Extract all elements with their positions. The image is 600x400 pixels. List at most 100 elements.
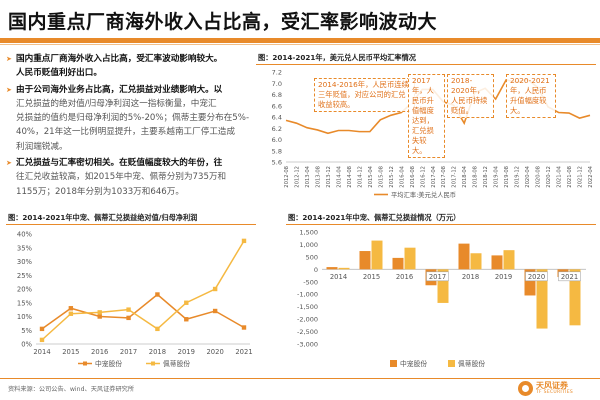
x-tick-box (525, 271, 548, 282)
fx-chart-title: 图：2014-2021年，美元兑人民币平均汇率情况 (258, 53, 416, 62)
ratio-chart-rule (6, 224, 256, 225)
x-tick-label: 2021 (561, 273, 578, 281)
bar (524, 269, 536, 296)
y-tick-label: -1,000 (297, 291, 318, 299)
annotation-2014-2016: 2014-2016年，人民币连续三年贬值，对应公司的汇兑收益较高。 (314, 78, 415, 112)
x-tick-label: 2014-04 (336, 165, 342, 187)
bar (491, 255, 503, 270)
y-tick-label: 35% (17, 244, 33, 252)
bar (404, 247, 416, 270)
bar (359, 251, 371, 270)
series-point (184, 300, 189, 305)
x-tick-label: 2021-04 (557, 165, 563, 187)
x-tick-label: 2019-08 (504, 166, 510, 188)
x-tick-label: 2015 (62, 348, 79, 356)
bar (470, 253, 482, 270)
y-tick-label: 10% (17, 313, 33, 321)
y-tick-label: -2,000 (297, 316, 318, 324)
y-tick-label: 1,000 (299, 241, 318, 249)
series-point (126, 307, 131, 312)
y-tick-label: 6.8 (272, 91, 282, 99)
x-tick-label: 2018-04 (462, 165, 468, 187)
bullet-line: 40%，21年这一比例明显提升，主要系越南工厂停工造成 (16, 127, 236, 138)
x-tick-label: 2012-08 (284, 166, 290, 188)
series-point (126, 315, 131, 321)
y-tick-label: 25% (17, 272, 33, 280)
logo-icon (518, 381, 533, 396)
logo-text-en: TF SECURITIES (536, 390, 574, 395)
y-tick-label: 30% (17, 258, 33, 266)
bullet-line: 兑损益的值约是归母净利润的5%-20%；佩蒂主要分布在5%- (16, 113, 250, 124)
y-tick-label: 5.6 (272, 159, 282, 167)
bullet-line: 1155万；2018年分别为1033万和646万。 (16, 186, 184, 197)
annotation-2018-2020: 2018-2020年，人民币持续贬值。 (447, 74, 494, 118)
x-tick-label: 2020 (206, 348, 223, 356)
y-tick-label: 0 (314, 266, 318, 274)
annotation-2017: 2017年，人民币升值幅度达到，汇兑损失较大。 (408, 74, 445, 158)
bar (437, 269, 449, 303)
series-point (241, 238, 247, 244)
x-tick-box (426, 271, 449, 282)
y-tick-label: 5.8 (272, 147, 282, 155)
x-tick-label: 2014-08 (347, 166, 353, 188)
series-point (97, 310, 102, 315)
x-tick-label: 2019-04 (494, 165, 500, 187)
x-tick-label: 2014 (33, 348, 50, 356)
y-tick-label: -2,500 (297, 328, 318, 336)
bullet-line: 汇兑损益的绝对值/归母净利润这一指标衡量，中宠汇 (16, 98, 217, 109)
title-underline-thin (0, 44, 600, 45)
bullet-line: 人民币贬值利好出口。 (16, 68, 102, 79)
gain-chart-title: 图：2014-2021年中宠、佩蒂汇兑损益情况（万元） (288, 213, 461, 222)
x-tick-label: 2013-12 (326, 166, 332, 188)
x-tick-label: 2016 (91, 348, 108, 356)
x-tick-label: 2019 (178, 348, 195, 356)
page-title: 国内重点厂商海外收入占比高，受汇率影响波动大 (8, 11, 438, 33)
fx-chart-rule (256, 64, 596, 65)
bar (458, 243, 470, 270)
x-tick-label: 2021-08 (567, 166, 573, 188)
x-tick-label: 2014 (330, 273, 347, 281)
bar (326, 267, 338, 270)
series-point (68, 311, 74, 316)
x-tick-label: 2015-04 (368, 165, 374, 187)
x-tick-label: 2013-04 (305, 165, 311, 187)
x-tick-label: 2020-12 (546, 166, 552, 188)
x-tick-label: 2016 (396, 273, 413, 281)
y-tick-label: 0% (21, 341, 32, 349)
gain-loss-chart: 1,500 1,000 500 0 -500 -1,000 -1,500 -2,000 -2,5… (297, 229, 586, 368)
x-tick-box (558, 271, 581, 282)
x-tick-label: 2019 (495, 273, 512, 281)
x-tick-label: 2017-08 (441, 166, 447, 188)
bar (338, 267, 350, 270)
legend-label: 平均汇率:美元兑人民币 (391, 190, 456, 199)
footer-source: 资料来源：公司公告、wind、天风证券研究所 (8, 386, 135, 393)
x-tick-label: 2013-08 (315, 166, 321, 188)
series-point (39, 337, 45, 343)
x-tick-label: 2015-12 (389, 166, 395, 188)
series-point (155, 292, 160, 297)
bar (392, 257, 404, 270)
bullet-item: 由于公司海外业务占比高，汇兑损益对业绩影响大。以汇兑损益的绝对值/归母净利润这一… (6, 83, 250, 154)
bar (503, 250, 515, 270)
series-point (184, 317, 189, 322)
gain-chart-rule (286, 224, 596, 225)
bar (569, 269, 581, 326)
bullet-line: 利润端锐减。 (16, 141, 68, 152)
bar (536, 269, 548, 329)
bullet-line: 往汇兑收益较高，如2015年中宠、佩蒂分别为735万和 (16, 172, 227, 183)
bullet-list: 国内重点厂商海外收入占比高，受汇率波动影响较大。人民币贬值利好出口。由于公司海外… (6, 52, 250, 199)
bullet-item: 国内重点厂商海外收入占比高，受汇率波动影响较大。人民币贬值利好出口。 (6, 52, 250, 81)
series-line (41, 240, 245, 341)
x-tick-label: 2018-08 (473, 166, 479, 188)
series-point (241, 325, 247, 330)
x-tick-label: 2016-12 (420, 166, 426, 188)
legend-label: 中宠股份 (400, 359, 427, 368)
series-point (212, 308, 218, 314)
logo-text-cn: 天风证券 (536, 381, 568, 390)
x-tick-label: 2018 (149, 348, 166, 356)
y-tick-label: 5% (21, 327, 32, 335)
legend-marker (151, 361, 155, 366)
y-tick-label: 7.2 (272, 69, 282, 77)
x-tick-label: 2017 (120, 348, 137, 356)
x-tick-label: 2017-04 (431, 165, 437, 187)
